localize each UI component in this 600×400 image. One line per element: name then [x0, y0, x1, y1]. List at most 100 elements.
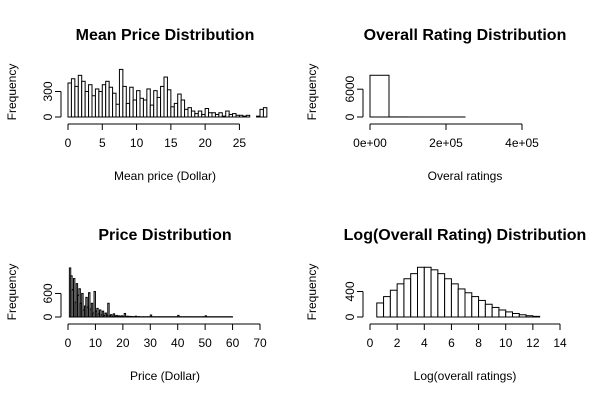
- histogram-bar: [187, 107, 192, 118]
- x-tick-label: 5: [99, 136, 106, 150]
- histogram-bar: [211, 112, 216, 118]
- histogram-bar: [149, 314, 153, 318]
- y-tick-label: 300: [41, 81, 55, 101]
- histogram-bar: [457, 288, 466, 318]
- y-tick-label: 0: [41, 113, 55, 120]
- histogram-bar: [170, 106, 175, 118]
- chart-title: Overall Rating Distribution: [364, 27, 567, 44]
- histogram-bar: [444, 278, 452, 318]
- histogram-bar: [437, 273, 446, 318]
- histogram-bar: [132, 99, 138, 118]
- histogram-bar: [505, 311, 513, 318]
- x-tick-label: 50: [198, 336, 212, 350]
- histogram-bar: [218, 112, 223, 118]
- histogram-bar: [430, 269, 439, 318]
- y-tick-label: 0: [343, 313, 357, 320]
- histogram-bar: [107, 302, 110, 318]
- histogram-bar: [123, 312, 127, 318]
- histogram-bar: [204, 108, 210, 118]
- histogram-bar: [214, 113, 220, 118]
- histogram-bar: [512, 312, 520, 318]
- bars: [376, 266, 541, 318]
- histogram-bar: [201, 113, 206, 118]
- histogram-bar: [149, 104, 155, 118]
- x-axis-label: Price (Dollar): [130, 369, 200, 383]
- histogram-bar: [96, 307, 99, 318]
- histogram-bar: [146, 88, 151, 118]
- histogram-bar: [125, 102, 131, 118]
- histogram-bar: [173, 102, 179, 118]
- histogram-bar: [70, 78, 76, 118]
- histogram-bar: [72, 278, 76, 318]
- panel-price: Price Distribution Price (Dollar) Freque…: [5, 227, 267, 383]
- histogram-bar: [208, 112, 213, 118]
- histogram-bar: [256, 115, 261, 118]
- x-tick-label: 20: [116, 336, 130, 350]
- histogram-bar: [242, 115, 247, 118]
- histogram-bar: [115, 103, 120, 118]
- chart-title: Mean Price Distribution: [76, 27, 255, 44]
- histogram-bar: [156, 96, 162, 118]
- histogram-bar: [228, 113, 234, 118]
- histogram-bar: [160, 85, 165, 118]
- x-tick-label: 25: [233, 136, 247, 150]
- x-tick-label: 40: [171, 336, 185, 350]
- histogram-bar: [383, 296, 391, 318]
- x-tick-label: 60: [226, 336, 240, 350]
- x-tick-label: 14: [553, 336, 567, 350]
- histogram-bar: [88, 292, 91, 318]
- x-tick-label: 20: [198, 136, 212, 150]
- y-axis-label: Frequency: [5, 264, 19, 321]
- histogram-bar: [194, 113, 199, 118]
- x-tick-label: 2: [394, 336, 401, 350]
- histogram-bar: [471, 296, 480, 318]
- histogram-bar: [238, 114, 244, 118]
- x-axis-label: Mean price (Dollar): [114, 169, 216, 183]
- x-tick-label: 8: [475, 336, 482, 350]
- histogram-bar: [518, 314, 527, 318]
- histogram-bar: [410, 273, 418, 318]
- histogram-bar: [259, 108, 264, 118]
- x-tick-label: 0e+00: [353, 136, 387, 150]
- histogram-bar: [464, 292, 473, 318]
- bars: [369, 74, 466, 118]
- y-tick-label: 0: [41, 313, 55, 320]
- x-tick-label: 4e+05: [505, 136, 539, 150]
- x-tick-label: 10: [499, 336, 513, 350]
- histogram-bar: [245, 114, 251, 118]
- y-axis-label: Frequency: [305, 264, 319, 321]
- x-tick-label: 15: [164, 136, 178, 150]
- histogram-bar: [94, 88, 100, 118]
- histogram-bar: [180, 99, 186, 118]
- x-tick-label: 30: [144, 336, 158, 350]
- x-tick-label: 10: [89, 336, 103, 350]
- histogram-bar: [450, 283, 459, 318]
- x-tick-label: 12: [526, 336, 540, 350]
- axes: 0 10 20 30 40 50 60 70 0 600: [41, 283, 267, 350]
- histogram-bar: [118, 68, 124, 118]
- histogram-bar: [122, 85, 127, 118]
- histogram-bar: [142, 99, 148, 118]
- histogram-bar: [136, 90, 141, 118]
- histogram-bar: [498, 309, 507, 318]
- y-tick-label: 400: [343, 281, 357, 301]
- chart-title: Price Distribution: [98, 227, 231, 244]
- histogram-bar: [81, 292, 84, 318]
- histogram-bar: [101, 310, 105, 318]
- x-tick-label: 70: [253, 336, 267, 350]
- histogram-bar: [525, 315, 534, 318]
- histogram-bar: [389, 289, 398, 318]
- y-axis-label: Frequency: [305, 64, 319, 121]
- axes: 0 5 10 15 20 25 0 300: [41, 81, 246, 150]
- histogram-bar: [91, 95, 96, 118]
- histogram-bar: [184, 108, 189, 118]
- axes: 0 2 4 6 8 10 12 14 0 400: [343, 281, 567, 350]
- x-tick-label: 0: [65, 136, 72, 150]
- x-tick-label: 2e+05: [429, 136, 463, 150]
- histogram-bar: [190, 110, 196, 118]
- histogram-bar: [88, 84, 93, 118]
- panel-overall-rating: Overall Rating Distribution Overal ratin…: [305, 27, 566, 183]
- histogram-bar: [491, 306, 500, 318]
- x-tick-label: 10: [130, 136, 144, 150]
